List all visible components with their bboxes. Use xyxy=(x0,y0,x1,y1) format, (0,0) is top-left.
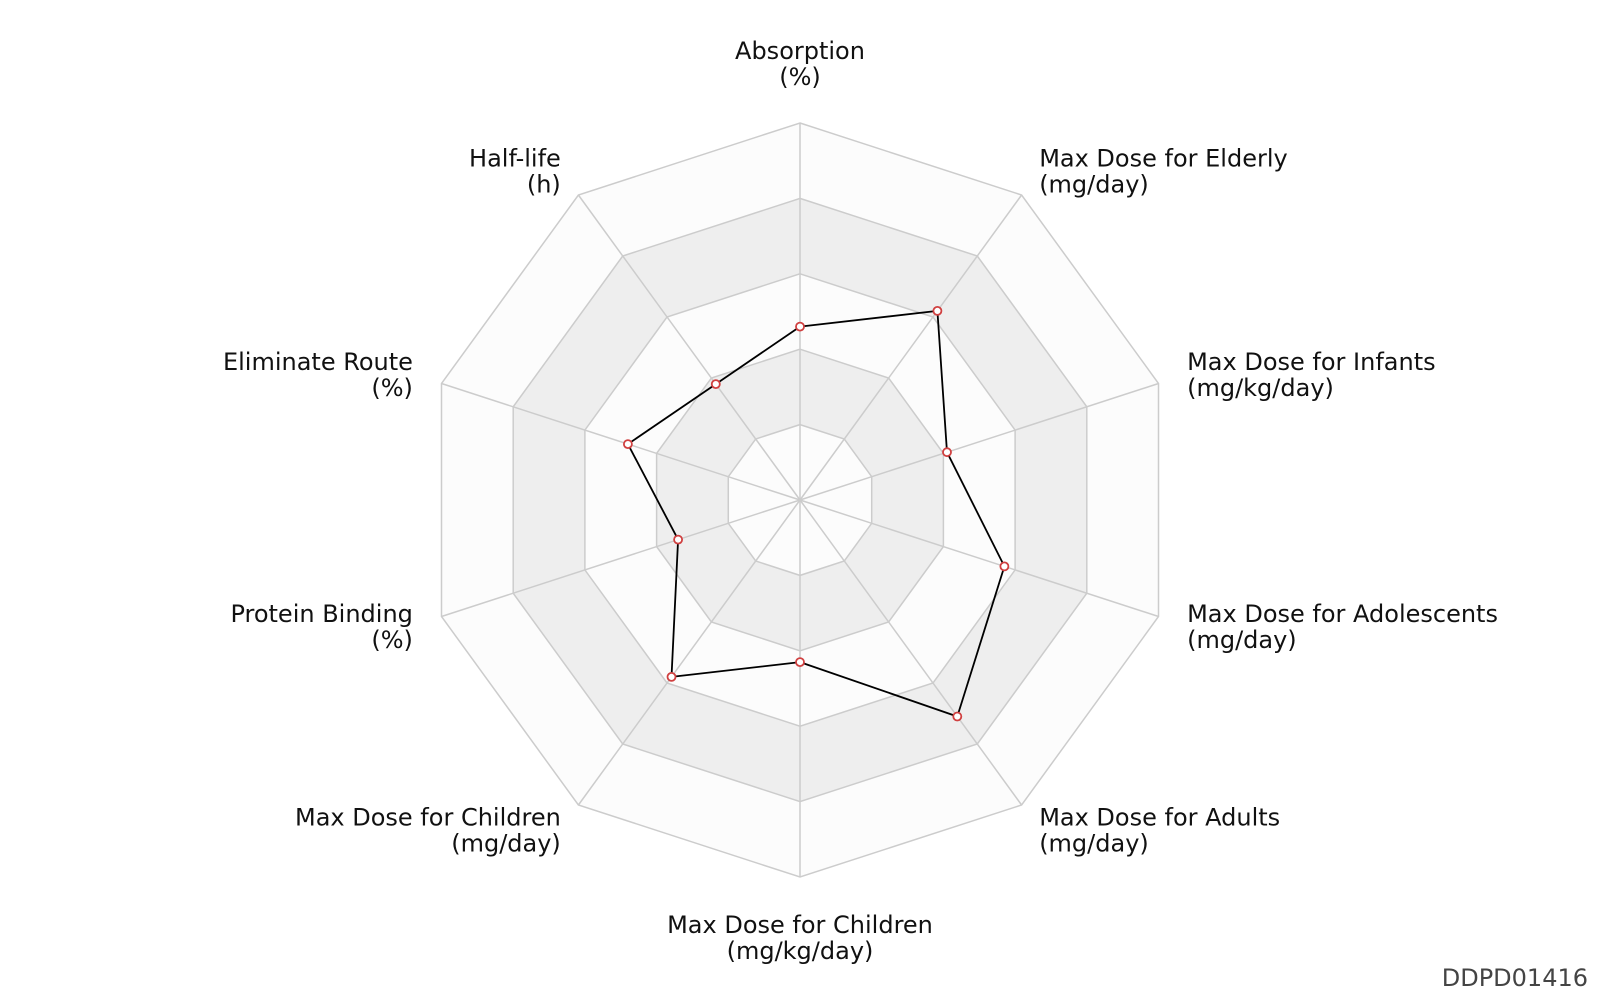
axis-unit: (mg/day) xyxy=(1187,626,1297,654)
axis-unit: (%) xyxy=(779,63,821,91)
axis-name: Absorption xyxy=(735,37,865,65)
data-point-10 xyxy=(710,379,721,390)
axis-label-10: Half-life (h) xyxy=(469,145,561,199)
axis-name: Max Dose for Adults xyxy=(1039,803,1280,831)
chart-id-label: DDPD01416 xyxy=(1441,964,1588,992)
axis-spoke-2 xyxy=(799,194,1023,501)
axis-label-1: Absorption (%) xyxy=(735,37,865,91)
axis-label-6: Max Dose for Children (mg/kg/day) xyxy=(667,911,933,965)
data-point-3 xyxy=(942,447,952,458)
axis-unit: (mg/kg/day) xyxy=(727,937,874,965)
axis-label-7: Max Dose for Children (mg/day) xyxy=(295,803,561,857)
data-point-8 xyxy=(673,534,683,545)
axis-label-4: Max Dose for Adolescents (mg/day) xyxy=(1187,600,1498,654)
data-point-1 xyxy=(795,321,805,332)
radar-grid xyxy=(440,122,1160,878)
axis-spoke-9 xyxy=(441,382,801,501)
axis-spoke-4 xyxy=(799,499,1159,618)
axis-unit: (%) xyxy=(371,626,413,654)
axis-unit: (mg/day) xyxy=(1039,171,1149,199)
axis-name: Max Dose for Infants xyxy=(1187,348,1436,376)
axis-unit: (%) xyxy=(371,374,413,402)
data-point-7 xyxy=(666,672,677,682)
axis-unit: (h) xyxy=(527,171,561,199)
axis-name: Max Dose for Children xyxy=(667,911,933,939)
axis-unit: (mg/kg/day) xyxy=(1187,374,1334,402)
axis-spoke-10 xyxy=(577,194,801,501)
radar-series xyxy=(623,305,1010,722)
axis-label-5: Max Dose for Adults (mg/day) xyxy=(1039,803,1280,857)
axis-name: Max Dose for Children xyxy=(295,803,561,831)
data-point-6 xyxy=(795,657,805,667)
axis-label-2: Max Dose for Elderly (mg/day) xyxy=(1039,145,1288,199)
axis-unit: (mg/day) xyxy=(1039,829,1149,857)
axis-spoke-3 xyxy=(799,382,1159,501)
axis-label-3: Max Dose for Infants (mg/kg/day) xyxy=(1187,348,1436,402)
data-point-9 xyxy=(623,439,633,450)
axis-label-8: Protein Binding (%) xyxy=(230,600,412,654)
axis-unit: (mg/day) xyxy=(451,829,561,857)
axis-spoke-7 xyxy=(577,499,801,806)
axis-name: Half-life xyxy=(469,145,561,173)
axis-name: Max Dose for Adolescents xyxy=(1187,600,1498,628)
axis-name: Protein Binding xyxy=(230,600,412,628)
axis-name: Max Dose for Elderly xyxy=(1039,145,1288,173)
axis-labels: Absorption (%)Max Dose for Elderly (mg/day… xyxy=(223,37,1498,965)
data-point-4 xyxy=(999,561,1010,572)
axis-label-9: Eliminate Route (%) xyxy=(223,348,413,402)
axis-name: Eliminate Route xyxy=(223,348,413,376)
data-point-2 xyxy=(932,305,943,316)
axis-spoke-8 xyxy=(441,499,801,618)
data-point-5 xyxy=(952,711,963,722)
axis-spoke-5 xyxy=(799,499,1023,806)
